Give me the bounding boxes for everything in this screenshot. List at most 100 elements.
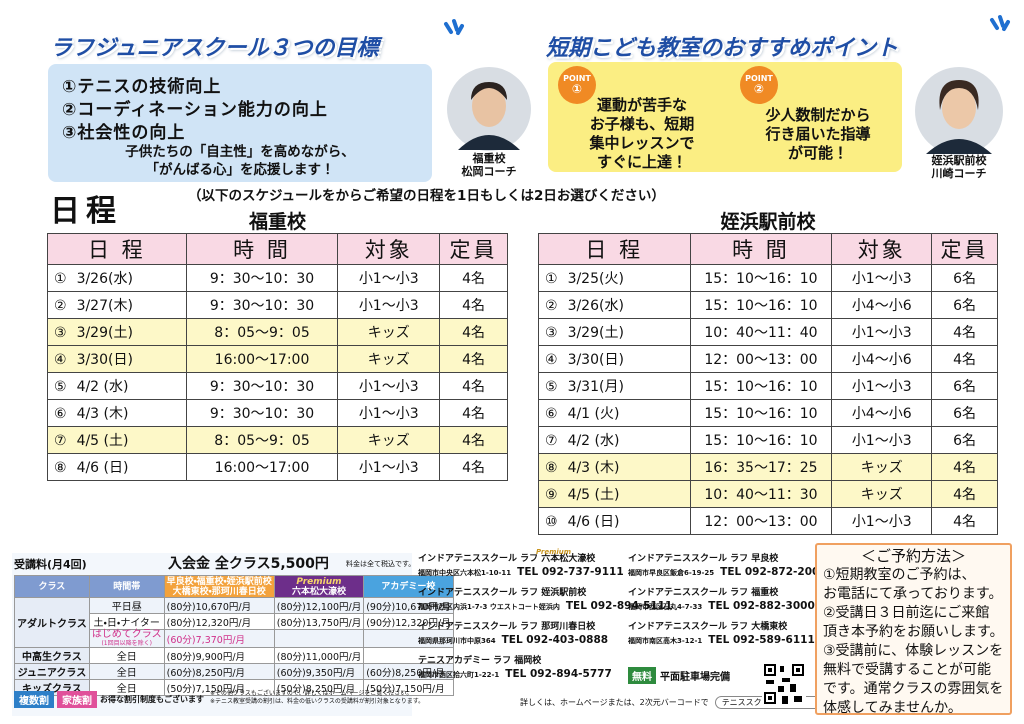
school-name: 姪浜駅前校 [720, 211, 816, 233]
school-title: インドアテニススクール ラフ 大橋東校 [628, 622, 788, 632]
time-cell: 土・日・ナイター [88, 613, 165, 630]
date: 3/30(日) [567, 352, 624, 368]
date-cell: ⑥ 4/1 (火) [538, 399, 691, 427]
header-cell: 定員 [439, 233, 508, 265]
coach-name: 川崎コーチ [931, 167, 987, 180]
schedule-row: ⑦ 4/5 (土) 8：05〜9：05 キッズ 4名 [47, 426, 508, 454]
badge-number: ① [571, 82, 583, 96]
price-cell: (60分)8,250円/月 [163, 663, 275, 680]
fee-header-cell: アカデミー校 [363, 575, 454, 598]
goal: ①テニスの技術向上 [62, 77, 222, 97]
parking: 無料 平面駐車場完備 [628, 667, 730, 684]
date-cell: ⑦ 4/2 (水) [538, 426, 691, 454]
schedule-row: ⑧ 4/6 (日) 16:00〜17:00 小1〜小3 4名 [47, 453, 508, 481]
schedule-row: ⑤ 3/31(月) 15：10〜16：10 小1〜小3 6名 [538, 372, 998, 400]
tel: TEL 092-882-3000 [708, 600, 815, 612]
goal: ②コーディネーション能力の向上 [62, 100, 328, 120]
date-cell: ⑥ 4/3 (木) [47, 399, 187, 427]
cell: 6名 [931, 372, 998, 400]
cell: 4名 [439, 372, 508, 400]
coach-photo [915, 67, 1003, 155]
date-cell: ③ 3/29(土) [47, 318, 187, 346]
time-cell: 全日 [88, 679, 165, 696]
tel: TEL 092-589-6111 [708, 634, 815, 646]
cell: 4名 [439, 345, 508, 373]
school: テニスアカデミー ラフ 福岡校 福岡市西区拾六町1-22-1 TEL 092-894… [418, 655, 618, 682]
row-number: ⑤ [545, 379, 558, 395]
school-name: インドアテニススクール ラフ 大橋東校 [628, 621, 828, 634]
date-cell: ④ 3/30(日) [47, 345, 187, 373]
reservation-line: ③受講前に、体験レッスンを [823, 643, 1004, 659]
header-line: 早良校・福重校・姪浜駅前校 [166, 576, 272, 587]
cell: 4名 [439, 426, 508, 454]
time-line: (1回目以降を除く) [101, 640, 152, 647]
schedule-row: ⑩ 4/6 (日) 12：00〜13：00 小1〜小3 4名 [538, 507, 998, 535]
price-cell: (60分)9,350円/月 [273, 663, 365, 680]
date-cell: ② 3/27(木) [47, 291, 187, 319]
cell: 12：00〜13：00 [689, 345, 833, 373]
reservation-line: ②受講日３日前迄にご来館 [823, 605, 990, 621]
tel: TEL 092-403-0888 [501, 634, 609, 646]
left-title: ラフジュニアスクール３つの目標 [50, 36, 379, 61]
row-number: ④ [54, 352, 67, 368]
class-cell: 中高生クラス [14, 647, 90, 664]
schedule-row: ⑥ 4/1 (火) 15：10〜16：10 小4〜小6 6名 [538, 399, 998, 427]
fee-row: アダルトクラス 平日昼 (80分)10,670円/月 (80分)12,100円/月 (9… [14, 597, 454, 648]
date-cell: ① 3/26(水) [47, 264, 187, 292]
school-name: 福重校 [248, 211, 306, 233]
badge-number: ② [753, 82, 765, 96]
fee-header: クラス 時間帯 早良校・福重校・姪浜駅前校 大橋東校・那珂川春日校 Premium 六本松… [14, 575, 454, 598]
class-cell: ジュニアクラス [14, 663, 90, 680]
cell: 小1〜小3 [831, 372, 933, 400]
header-line: Premium [296, 576, 342, 587]
cell: キッズ [831, 480, 933, 508]
row-number: ① [54, 271, 67, 287]
address: 福岡市西区内浜1-7-3 ウエストコート姪浜内 [418, 603, 560, 611]
header-cell: 日 程 [47, 233, 187, 265]
school-contact: 福岡市西区拾六町1-22-1 TEL 092-894-5777 [418, 668, 618, 682]
date-cell: ② 3/26(水) [538, 291, 691, 319]
cell: 10：40〜11：30 [689, 480, 833, 508]
fee-title: 受講料(月4回) [14, 558, 87, 571]
price-cell: (80分)11,000円/月 [273, 647, 365, 664]
cell: 9：30〜10：30 [185, 291, 339, 319]
cell: 4名 [439, 453, 508, 481]
date-cell: ⑦ 4/5 (土) [47, 426, 187, 454]
coach-caption: 福重校 松岡コーチ [444, 152, 534, 178]
schedule-row: ③ 3/29(土) 8：05〜9：05 キッズ 4名 [47, 318, 508, 346]
school: インドアテニススクール ラフ 那珂川春日校 福岡県那珂川市中原364 TEL 092… [418, 621, 618, 648]
cell: 小4〜小6 [831, 399, 933, 427]
schedule-row: ② 3/26(水) 15：10〜16：10 小4〜小6 6名 [538, 291, 998, 319]
cell: キッズ [831, 453, 933, 481]
school-title: インドアテニススクール ラフ 早良校 [628, 554, 779, 564]
price-cell: (80分)12,320円/月 [163, 613, 275, 630]
note: ※テニス教室受講の割引は、料金の低いクラスの受講料が割引対象となります。 [210, 698, 425, 705]
school-name: テニスアカデミー ラフ 福岡校 [418, 655, 618, 668]
price-cell: (50分)7,150円/月 [163, 679, 275, 696]
cell: 4名 [439, 318, 508, 346]
fee-header-cell: 時間帯 [88, 575, 165, 598]
schedule-row: ④ 3/30(日) 16:00〜17:00 キッズ 4名 [47, 345, 508, 373]
fee-header-cell: クラス [14, 575, 90, 598]
goal-note: 「がんばる心」を応援します！ [145, 162, 335, 178]
tel: TEL 092-872-2000 [720, 566, 827, 578]
cell: 小1〜小3 [831, 507, 933, 535]
coach-school: 姪浜駅前校 [931, 154, 987, 167]
point-line: 集中レッスンで [589, 134, 695, 152]
reservation-line: 頂き本予約をお願いします。 [823, 624, 1004, 640]
cell: 8：05〜9：05 [185, 426, 339, 454]
cell: 小1〜小3 [337, 264, 441, 292]
cell: 小1〜小3 [337, 399, 441, 427]
school: インドアテニススクール ラフ 福重校 福岡市西区石丸4-7-33 TEL 092-8… [628, 587, 828, 614]
reservation-line: です。通常クラスの雰囲気を [823, 681, 1004, 697]
reservation-line: お電話にて承っております。 [823, 586, 1003, 602]
point-line: 行き届いた指導 [765, 125, 871, 143]
cell: 4名 [439, 291, 508, 319]
coach-school: 福重校 [472, 152, 506, 165]
cell: 10：40〜11：40 [689, 318, 833, 346]
header-cell: 対象 [831, 233, 933, 265]
cell: 4名 [931, 453, 998, 481]
discount-note: お得な割引制度もございます [100, 695, 204, 704]
school-name: インドアテニススクール ラフ 福重校 [628, 587, 828, 600]
